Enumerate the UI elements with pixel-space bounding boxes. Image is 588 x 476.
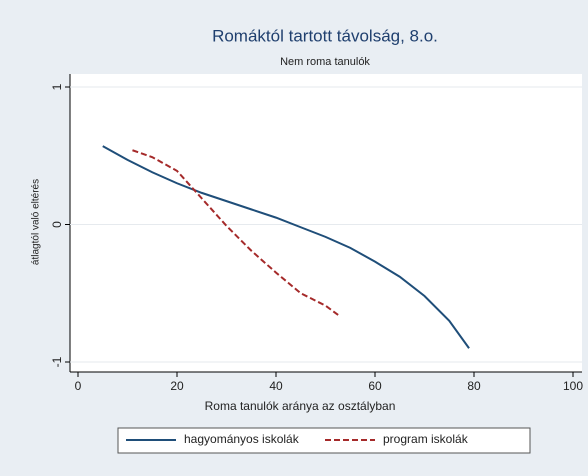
legend-label: program iskolák [383, 432, 469, 446]
x-tick-label: 80 [467, 379, 481, 393]
y-tick-label: -1 [50, 356, 64, 367]
chart-title: Romáktól tartott távolság, 8.o. [212, 26, 438, 45]
x-tick-label: 60 [368, 379, 382, 393]
legend [117, 427, 531, 454]
x-tick-label: 20 [170, 379, 184, 393]
x-tick-label: 0 [75, 379, 82, 393]
chart-subtitle: Nem roma tanulók [280, 56, 370, 68]
legend-label: hagyományos iskolák [184, 432, 300, 446]
y-tick-label: 1 [50, 83, 64, 90]
line [132, 149, 341, 318]
y-tick-label: 0 [50, 221, 64, 228]
x-axis-title: Roma tanulók aránya az osztályban [205, 399, 396, 413]
y-axis-title: átlagtól való eltérés [31, 179, 42, 265]
line [102, 145, 470, 349]
x-tick-label: 100 [563, 379, 583, 393]
x-tick-label: 40 [269, 379, 283, 393]
plot-area [70, 74, 582, 372]
